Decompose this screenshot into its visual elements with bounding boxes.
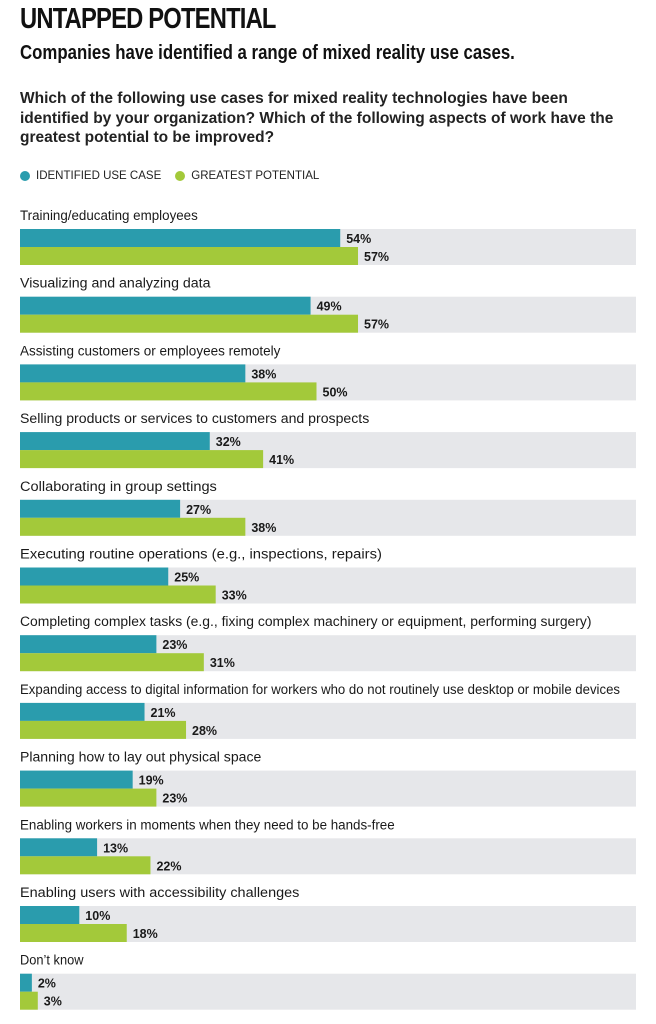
- bar-identified: [20, 499, 181, 518]
- data-label: 19%: [139, 774, 164, 788]
- data-label: 23%: [162, 638, 187, 652]
- chart-subtitle: Companies have identified a range of mix…: [20, 42, 515, 64]
- bar-potential: [20, 382, 317, 401]
- data-label: 54%: [346, 232, 371, 246]
- data-label: 38%: [251, 521, 276, 535]
- legend-swatch-potential: [175, 171, 186, 181]
- chart-legend: IDENTIFIED USE CASE GREATEST POTENTIAL: [20, 170, 333, 182]
- bar-potential: [20, 450, 264, 469]
- data-label: 27%: [186, 503, 211, 517]
- bar-potential: [20, 720, 187, 739]
- category-label: Enabling users with accessibility challe…: [20, 885, 300, 900]
- bar-potential: [20, 788, 157, 807]
- bar-identified: [20, 296, 311, 315]
- data-label: 41%: [269, 453, 294, 467]
- survey-question: Which of the following use cases for mix…: [20, 90, 614, 146]
- category-label: Completing complex tasks (e.g., fixing c…: [20, 614, 592, 629]
- data-label: 50%: [323, 385, 348, 399]
- data-label: 23%: [162, 792, 187, 806]
- data-label: 31%: [210, 656, 235, 670]
- data-label: 57%: [364, 250, 389, 264]
- bar-potential: [20, 247, 359, 265]
- chart-title: UNTAPPED POTENTIAL: [20, 3, 276, 35]
- data-label: 32%: [216, 435, 241, 449]
- data-label: 28%: [192, 724, 217, 738]
- data-label: 2%: [38, 977, 56, 991]
- category-label: Collaborating in group settings: [20, 479, 217, 494]
- data-label: 49%: [317, 300, 342, 314]
- category-label: Selling products or services to customer…: [20, 411, 370, 426]
- category-label: Planning how to lay out physical space: [20, 750, 261, 765]
- legend-label-potential: GREATEST POTENTIAL: [191, 170, 320, 182]
- bar-track: [20, 973, 636, 1010]
- legend-item-potential: GREATEST POTENTIAL: [175, 170, 319, 182]
- data-label: 22%: [156, 859, 181, 873]
- data-label: 10%: [85, 909, 110, 923]
- bar-identified: [20, 973, 32, 992]
- bar-identified: [20, 635, 157, 654]
- legend-label-identified: IDENTIFIED USE CASE: [36, 170, 162, 182]
- bar-identified: [20, 364, 246, 383]
- data-label: 3%: [44, 995, 62, 1009]
- legend-item-identified: IDENTIFIED USE CASE: [20, 170, 161, 182]
- bar-identified: [20, 229, 341, 247]
- bar-potential: [20, 314, 359, 333]
- bar-potential: [20, 585, 216, 604]
- bar-identified: [20, 838, 98, 857]
- data-label: 18%: [133, 927, 158, 941]
- data-label: 25%: [174, 571, 199, 585]
- bar-potential: [20, 517, 246, 536]
- bar-identified: [20, 906, 80, 924]
- bar-potential: [20, 653, 204, 672]
- data-label: 57%: [364, 318, 389, 332]
- category-label: Assisting customers or employees remotel…: [20, 343, 281, 358]
- bar-identified: [20, 770, 133, 789]
- category-label: Training/educating employees: [20, 208, 198, 223]
- data-label: 21%: [151, 706, 176, 720]
- category-label: Expanding access to digital information …: [20, 682, 620, 697]
- bar-identified: [20, 567, 169, 586]
- category-label: Visualizing and analyzing data: [20, 276, 211, 291]
- bar-potential: [20, 856, 151, 875]
- bar-identified: [20, 432, 210, 451]
- category-label: Enabling workers in moments when they ne…: [20, 817, 395, 832]
- bar-identified: [20, 702, 145, 721]
- data-label: 33%: [222, 589, 247, 603]
- category-label: Don’t know: [20, 953, 84, 968]
- legend-swatch-identified: [20, 171, 30, 181]
- bar-potential: [20, 924, 127, 942]
- data-label: 38%: [251, 367, 276, 381]
- bar-potential: [20, 991, 38, 1010]
- category-label: Executing routine operations (e.g., insp…: [20, 547, 382, 562]
- data-label: 13%: [103, 841, 128, 855]
